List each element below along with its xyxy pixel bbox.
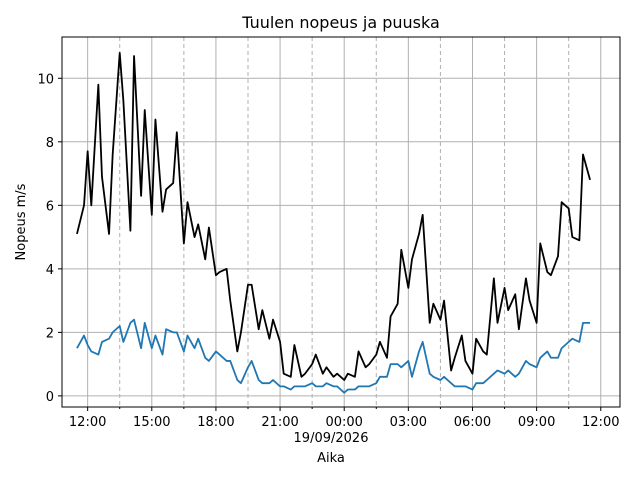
x-tick-label: 12:00 [69,415,106,430]
y-tick-label: 2 [46,326,54,341]
x-axis-date-label: 19/09/2026 [294,431,369,446]
series-group [76,51,591,394]
grid [62,37,620,407]
y-tick-label: 4 [46,263,54,278]
x-tick-label: 09:00 [518,415,555,430]
y-tick-label: 8 [46,136,54,151]
gust-series-line [76,51,591,381]
x-tick-label: 15:00 [133,415,170,430]
x-tick-label: 06:00 [454,415,491,430]
x-tick-label: 21:00 [261,415,298,430]
x-tick-label: 12:00 [582,415,619,430]
y-tick-label: 0 [46,390,54,405]
y-tick-label: 10 [37,72,54,87]
x-tick-label: 03:00 [390,415,427,430]
y-axis-label: Nopeus m/s [14,183,29,260]
axes: 0 2 4 6 8 10 12:00 15:00 18:00 21:00 00:00 03:00 06:… [37,72,619,430]
chart-title: Tuulen nopeus ja puuska [241,13,440,32]
y-tick-label: 6 [46,199,54,214]
speed-series-line [76,318,591,394]
x-tick-label: 00:00 [325,415,362,430]
x-tick-label: 18:00 [197,415,234,430]
plot-area-frame [61,36,621,408]
x-axis-label: Aika [317,451,345,466]
